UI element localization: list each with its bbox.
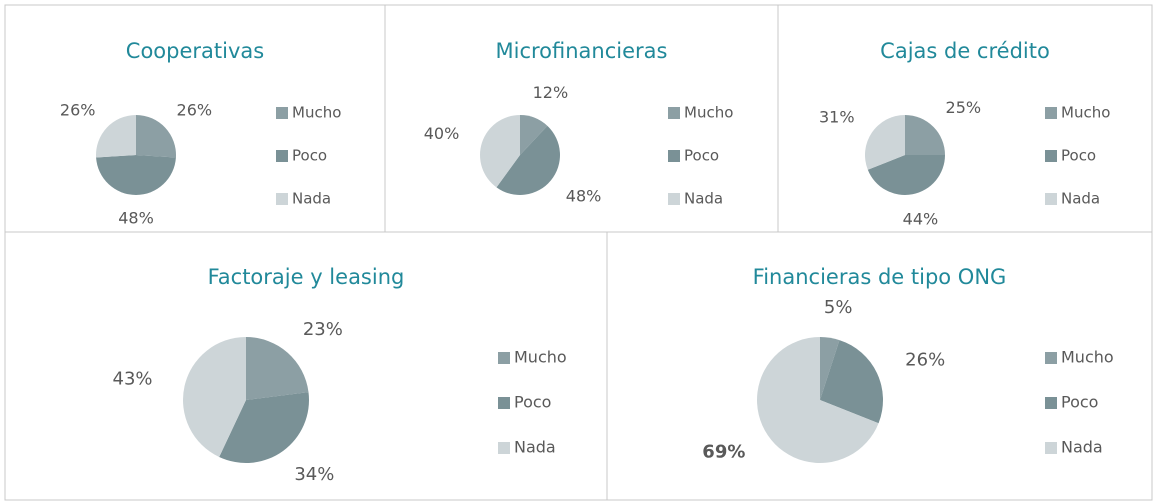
chart-panel: Cajas de crédito 25% 44% 31% Mucho Poco Nada xyxy=(777,4,1153,233)
pie-slice xyxy=(96,155,176,195)
legend-swatch xyxy=(498,442,510,454)
legend-label: Poco xyxy=(1061,147,1096,165)
legend-label: Mucho xyxy=(514,348,567,367)
chart-title: Cajas de crédito xyxy=(880,39,1050,63)
data-label: 26% xyxy=(60,101,96,120)
pie-slice xyxy=(183,337,246,458)
data-label: 48% xyxy=(118,209,154,228)
chart-panel: Financieras de tipo ONG 5% 26% 69% Mucho Poco… xyxy=(606,231,1153,501)
data-label: 25% xyxy=(946,98,982,117)
legend-swatch xyxy=(276,193,288,205)
pie-slice xyxy=(820,337,840,400)
chart-title: Microfinancieras xyxy=(496,39,668,63)
legend-label: Nada xyxy=(292,190,331,208)
data-label: 43% xyxy=(113,369,153,390)
legend-swatch xyxy=(1045,150,1057,162)
chart-panel: Cooperativas 26% 48% 26% Mucho Poco Nada xyxy=(4,4,386,233)
pie-slice xyxy=(820,340,883,424)
legend-label: Nada xyxy=(1061,438,1103,457)
chart-panel: Microfinancieras 12% 48% 40% Mucho Poco Nada xyxy=(384,4,779,233)
legend-label: Poco xyxy=(292,147,327,165)
pie-slice xyxy=(96,115,136,158)
legend-swatch xyxy=(1045,442,1057,454)
chart-title: Cooperativas xyxy=(126,39,264,63)
chart-panel: Factoraje y leasing 23% 34% 43% Mucho Poco Nad… xyxy=(4,231,608,501)
legend-swatch xyxy=(1045,193,1057,205)
legend-swatch xyxy=(1045,107,1057,119)
pie-slice xyxy=(867,155,945,195)
legend-label: Poco xyxy=(684,147,719,165)
legend-label: Mucho xyxy=(292,104,341,122)
legend-swatch xyxy=(668,193,680,205)
pie-slice xyxy=(905,115,945,155)
legend-swatch xyxy=(498,352,510,364)
data-label: 44% xyxy=(903,209,939,228)
legend-swatch xyxy=(276,107,288,119)
legend-label: Mucho xyxy=(1061,104,1110,122)
pie-slice xyxy=(246,337,309,400)
legend-swatch xyxy=(668,107,680,119)
data-label: 26% xyxy=(177,101,213,120)
legend-label: Nada xyxy=(514,438,556,457)
legend-label: Nada xyxy=(1061,190,1100,208)
data-label: 40% xyxy=(424,124,460,143)
legend-label: Nada xyxy=(684,190,723,208)
data-label: 12% xyxy=(533,83,569,102)
chart-title: Financieras de tipo ONG xyxy=(753,265,1007,289)
pie-slice xyxy=(480,115,520,188)
data-label: 34% xyxy=(294,464,334,485)
data-label: 31% xyxy=(819,107,855,126)
legend-swatch xyxy=(276,150,288,162)
data-label: 26% xyxy=(905,349,945,370)
legend-label: Poco xyxy=(1061,393,1098,412)
pie-slice xyxy=(865,115,905,170)
pie-slice xyxy=(136,115,177,158)
legend-swatch xyxy=(668,150,680,162)
legend-label: Poco xyxy=(514,393,551,412)
pie-slice xyxy=(496,125,561,196)
data-label: 48% xyxy=(566,187,602,206)
legend-swatch xyxy=(498,397,510,409)
data-label: 5% xyxy=(824,297,853,318)
chart-title: Factoraje y leasing xyxy=(208,265,405,289)
legend-label: Mucho xyxy=(684,104,733,122)
pie-slice xyxy=(219,392,309,463)
legend-swatch xyxy=(1045,397,1057,409)
pie-slice xyxy=(520,115,548,155)
legend-label: Mucho xyxy=(1061,348,1114,367)
data-label: 69% xyxy=(702,441,745,462)
data-label: 23% xyxy=(303,319,343,340)
pie-slice xyxy=(757,337,879,463)
legend-swatch xyxy=(1045,352,1057,364)
panel-border xyxy=(606,231,1153,501)
